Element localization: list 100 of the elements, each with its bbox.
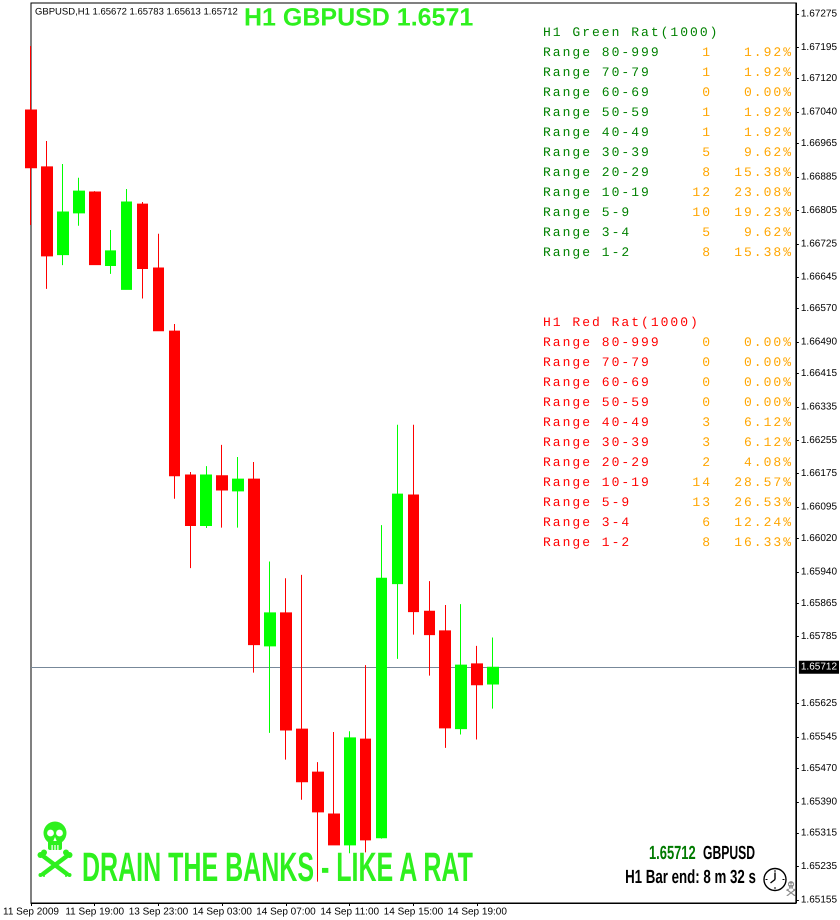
data-label: 16.33% [734,534,793,552]
category-label: Range 80-999 [543,44,661,62]
x-tick-label: 14 Sep 19:00 [447,906,508,918]
annotation: H1 Bar end: 8 m 32 s [625,867,756,888]
y-tick-label: 1.65155 [800,894,838,906]
candlestick [376,524,387,840]
candlestick [439,604,451,748]
category-label: Range 50-59 [543,394,651,412]
category-label: Range 5-9 [543,204,632,222]
candlestick [455,604,467,736]
candlestick [169,324,180,500]
data-label: 1.92% [744,104,793,122]
category-label: Range 5-9 [543,494,632,512]
y-tick-label: 1.67040 [800,106,838,118]
data-label: 1.92% [744,44,793,62]
data-label: 0 [702,84,712,102]
y-tick-label: 1.66415 [800,368,838,379]
candlestick [232,456,244,528]
data-label: 0.00% [744,394,793,412]
category-label: Range 80-999 [543,334,661,352]
candlestick [344,730,356,854]
y-tick-label: 1.65785 [800,631,838,642]
candlestick [73,177,85,226]
data-label: 12.24% [734,514,793,532]
candlestick [360,664,371,853]
y-tick-label: 1.66095 [800,502,838,513]
data-label: 1 [702,44,712,62]
data-label: 0.00% [744,354,793,372]
category-label: Range 40-49 [543,414,651,432]
annotation: DRAIN THE BANKS - LIKE A RAT [82,844,473,890]
y-tick-label: 1.67120 [800,73,838,84]
category-label: Range 20-29 [543,164,651,182]
y-tick-label: 1.66805 [800,204,838,216]
category-label: Range 3-4 [543,224,632,242]
data-label: 0 [702,374,712,392]
data-label: 8 [702,164,712,182]
category-label: Range 60-69 [543,84,651,102]
candlestick [487,637,499,710]
data-label: 14 [692,474,712,492]
y-tick-label: 1.65940 [800,566,838,578]
candlestick [153,233,164,332]
y-tick-label: 1.67275 [800,8,838,20]
annotation: GBPUSD [703,843,756,864]
category-label: Range 1-2 [543,244,632,262]
data-label: 4.08% [744,454,793,472]
category-label: Range 60-69 [543,374,651,392]
category-label: Range 30-39 [543,144,651,162]
y-tick-label: 1.66965 [800,138,838,149]
category-label: Range 30-39 [543,434,651,452]
data-label: 1.92% [744,124,793,142]
data-label: 6.12% [744,414,793,432]
candlestick [471,645,483,740]
candlestick [248,461,260,674]
candlestick [25,46,37,226]
data-label: 6 [702,514,712,532]
y-tick-label: 1.66175 [800,468,838,480]
data-label: 12 [692,184,712,202]
candlestick [328,732,340,846]
category-label: Range 10-19 [543,184,651,202]
candlestick [280,578,292,760]
x-tick-label: 14 Sep 07:00 [256,906,316,918]
text: H1 Red Rat(1000) [543,314,701,332]
y-tick-label: 1.65470 [800,762,838,774]
data-label: 0 [702,354,712,372]
data-label: 15.38% [734,164,793,182]
ref-line-label: 1.65712 [800,662,838,673]
data-label: 0.00% [744,84,793,102]
candlestick [57,163,69,266]
y-tick-label: 1.66020 [800,532,838,544]
category-label: Range 10-19 [543,474,651,492]
y-tick-label: 1.67195 [800,42,838,53]
data-label: 0.00% [744,334,793,352]
data-label: 15.38% [734,244,793,262]
data-label: 0 [702,394,712,412]
data-label: 13 [692,494,712,512]
candlestick [264,560,276,734]
candlestick [185,472,196,569]
data-label: 0 [702,334,712,352]
candlestick [41,140,53,290]
y-tick-label: 1.66725 [800,238,838,250]
data-label: 8 [702,534,712,552]
data-label: 9.62% [744,144,793,162]
data-label: 6.12% [744,434,793,452]
candlestick [424,580,435,676]
data-label: 10 [692,204,712,222]
x-tick-label: 14 Sep 03:00 [192,906,252,918]
data-label: 1.92% [744,64,793,82]
y-tick-label: 1.66570 [800,303,838,314]
data-label: 23.08% [734,184,793,202]
x-tick-label: 14 Sep 15:00 [384,906,444,918]
y-tick-label: 1.65390 [800,796,838,808]
data-label: 3 [702,434,712,452]
y-tick-label: 1.66885 [800,171,838,182]
annotation: 1.65712 [649,843,696,864]
chart-subtitle: GBPUSD,H1 1.65672 1.65783 1.65613 1.65712 [35,6,238,18]
data-label: 26.53% [734,494,793,512]
x-tick-label: 11 Sep 2009 [3,906,60,918]
data-label: 28.57% [734,474,793,492]
data-label: 1 [702,64,712,82]
x-tick-label: 11 Sep 19:00 [65,906,125,918]
